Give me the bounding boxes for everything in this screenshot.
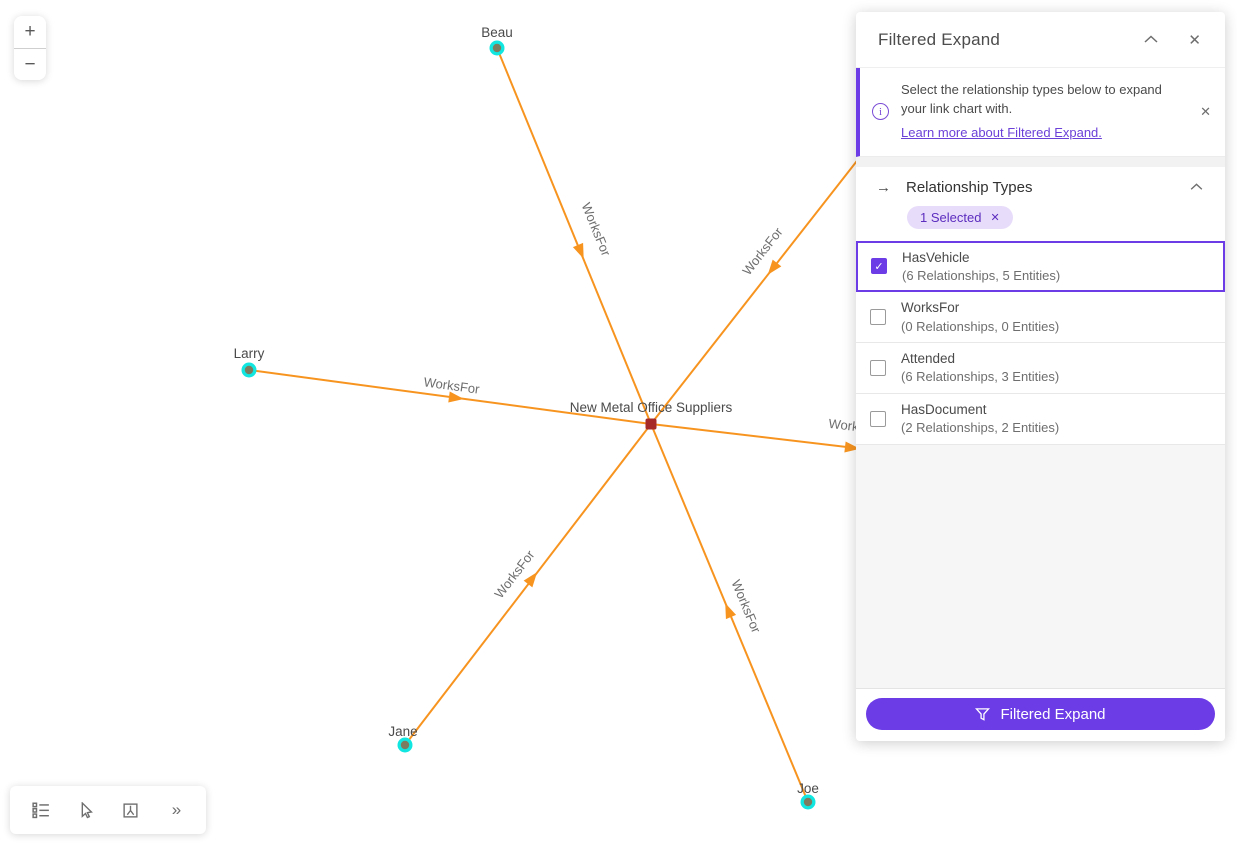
attended-checkbox[interactable] xyxy=(870,359,886,376)
edge-worksfor-joe[interactable]: WorksFor xyxy=(650,423,809,803)
relationship-type-list: ✓ HasVehicle (6 Relationships, 5 Entitie… xyxy=(856,240,1225,445)
edge-worksfor-larry[interactable]: WorksFor xyxy=(248,369,652,425)
list-item-hasdocument[interactable]: HasDocument (2 Relationships, 2 Entities… xyxy=(856,393,1225,445)
edge-label: WorksFor xyxy=(739,224,786,278)
node-label-beau: Beau xyxy=(481,25,513,40)
relationship-types-header[interactable]: → Relationship Types xyxy=(856,166,1225,202)
node-joe[interactable]: Joe xyxy=(797,781,819,810)
info-message-text: Select the relationship types below to e… xyxy=(901,82,1162,116)
hasdocument-checkbox[interactable] xyxy=(870,410,886,427)
filtered-expand-button[interactable]: Filtered Expand xyxy=(866,698,1215,730)
item-name: HasDocument xyxy=(901,401,987,417)
zoom-in-button[interactable]: + xyxy=(14,16,46,48)
chevron-up-icon xyxy=(1190,183,1203,190)
info-message: Select the relationship types below to e… xyxy=(901,81,1188,143)
selected-count-chip[interactable]: 1 Selected ✕ xyxy=(907,205,1013,229)
item-detail: (0 Relationships, 0 Entities) xyxy=(901,318,1060,334)
node-label-jane: Jane xyxy=(388,724,417,739)
panel-footer: Filtered Expand xyxy=(856,688,1225,741)
item-detail: (6 Relationships, 3 Entities) xyxy=(901,369,1060,385)
edge-label: WorksFor xyxy=(579,200,614,258)
item-name: HasVehicle xyxy=(902,249,970,265)
edge-worksfor-jane[interactable]: WorksFor xyxy=(404,423,652,746)
panel-header: Filtered Expand ✕ xyxy=(856,12,1225,68)
filtered-expand-button-label: Filtered Expand xyxy=(1000,705,1106,723)
panel-empty-area xyxy=(856,444,1225,688)
collapse-panel-button[interactable] xyxy=(1140,31,1162,48)
clear-selection-icon[interactable]: ✕ xyxy=(990,211,1000,224)
node-beau[interactable]: Beau xyxy=(481,25,513,56)
edge-label: WorksFor xyxy=(728,577,764,635)
node-jane[interactable]: Jane xyxy=(388,724,418,753)
list-item-attended[interactable]: Attended (6 Relationships, 3 Entities) xyxy=(856,343,1225,394)
edge-worksfor-beau[interactable]: WorksFor xyxy=(496,47,652,425)
select-cursor-button[interactable] xyxy=(68,792,104,828)
zoom-divider xyxy=(14,47,46,49)
dismiss-info-button[interactable]: ✕ xyxy=(1200,103,1211,119)
chevron-up-icon xyxy=(1144,35,1158,43)
list-item-hasvehicle[interactable]: ✓ HasVehicle (6 Relationships, 5 Entitie… xyxy=(856,240,1225,293)
zoom-out-button[interactable]: − xyxy=(14,48,46,80)
legend-list-button[interactable] xyxy=(23,792,59,828)
close-panel-button[interactable]: ✕ xyxy=(1184,27,1205,53)
section-title: Relationship Types xyxy=(906,178,1033,196)
hasvehicle-checkbox[interactable]: ✓ xyxy=(871,258,887,275)
edge-label: WorksFor xyxy=(491,547,537,601)
info-banner: i Select the relationship types below to… xyxy=(856,68,1225,157)
info-icon: i xyxy=(872,103,889,121)
node-new-metal-office-suppliers[interactable]: New Metal Office Suppliers xyxy=(570,400,733,430)
item-name: Attended xyxy=(901,351,956,367)
more-tools-button[interactable]: » xyxy=(158,792,194,828)
panel-title: Filtered Expand xyxy=(878,29,1001,49)
section-gap xyxy=(856,156,1225,167)
filter-funnel-icon xyxy=(975,707,991,721)
item-detail: (2 Relationships, 2 Entities) xyxy=(901,420,1060,436)
collapse-section-button[interactable] xyxy=(1186,179,1207,195)
selected-chip-row: 1 Selected ✕ xyxy=(856,201,1225,241)
zoom-control: + − xyxy=(14,16,46,80)
cursor-icon xyxy=(81,801,93,818)
filtered-expand-panel: Filtered Expand ✕ i Select the relations… xyxy=(856,12,1225,741)
node-larry[interactable]: Larry xyxy=(234,346,265,378)
learn-more-link[interactable]: Learn more about Filtered Expand. xyxy=(901,124,1102,140)
node-label-joe: Joe xyxy=(797,781,819,796)
node-label-larry: Larry xyxy=(234,346,265,361)
list-item-worksfor[interactable]: WorksFor (0 Relationships, 0 Entities) xyxy=(856,292,1225,344)
chart-toolbar: » xyxy=(10,786,206,834)
edge-label: WorksFor xyxy=(423,374,481,396)
worksfor-checkbox[interactable] xyxy=(870,309,886,326)
arrow-right-icon: → xyxy=(876,178,891,196)
select-by-graph-button[interactable] xyxy=(113,792,149,828)
item-detail: (6 Relationships, 5 Entities) xyxy=(902,267,1061,283)
legend-list-icon xyxy=(31,802,49,819)
item-name: WorksFor xyxy=(901,300,960,316)
node-label-center: New Metal Office Suppliers xyxy=(570,400,733,415)
selected-count-label: 1 Selected xyxy=(920,209,982,225)
graph-select-icon xyxy=(123,802,138,818)
